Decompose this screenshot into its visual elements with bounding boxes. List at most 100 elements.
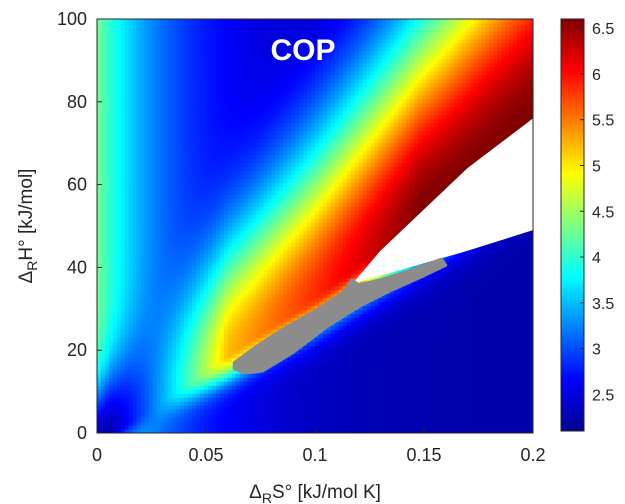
heat-cell [247, 345, 253, 350]
heat-cell [207, 229, 213, 235]
heat-cell [156, 46, 162, 52]
heat-cell [112, 257, 118, 263]
heat-cell [219, 349, 225, 354]
heat-cell [112, 146, 118, 151]
heat-cell [116, 249, 122, 255]
heat-cell [156, 381, 162, 386]
heat-cell [255, 206, 261, 211]
heat-cell [219, 429, 225, 433]
heat-cell [239, 393, 245, 398]
heat-cell [200, 273, 205, 279]
heat-cell [132, 357, 138, 362]
heat-cell [247, 297, 253, 303]
heat-cell [132, 281, 138, 287]
heat-cell [255, 54, 261, 60]
heat-cell [247, 377, 253, 382]
heat-cell [108, 333, 114, 339]
heat-cell [231, 385, 237, 390]
heat-cell [204, 130, 209, 136]
heat-cell [160, 50, 165, 56]
heat-cell [97, 110, 102, 116]
heat-cell [132, 142, 138, 147]
heat-cell [271, 222, 276, 227]
heat-cell [168, 357, 173, 362]
heat-cell [215, 417, 221, 422]
heat-cell [263, 162, 269, 167]
heat-cell [247, 249, 253, 255]
heat-cell [235, 249, 241, 255]
heat-cell [100, 245, 106, 251]
heat-cell [200, 245, 205, 251]
heat-cell [132, 269, 138, 275]
heat-cell [283, 54, 288, 60]
heat-cell [160, 162, 165, 167]
heat-cell [152, 369, 158, 374]
heat-cell [144, 174, 150, 179]
heat-cell [204, 66, 209, 72]
heat-cell [172, 218, 177, 223]
heat-cell [235, 341, 241, 347]
heat-cell [144, 94, 150, 100]
heat-cell [215, 170, 221, 175]
heat-cell [97, 86, 102, 92]
heat-cell [227, 409, 233, 414]
heat-cell [124, 369, 130, 374]
heat-cell [243, 190, 249, 195]
heat-cell [172, 98, 177, 104]
heat-cell [112, 26, 118, 32]
heat-cell [207, 397, 213, 402]
heat-cell [243, 150, 249, 155]
heat-cell [279, 122, 284, 128]
heat-cell [184, 194, 189, 199]
heat-cell [223, 229, 229, 235]
heat-cell [120, 186, 126, 191]
heat-cell [100, 54, 106, 60]
heat-cell [251, 86, 257, 92]
heat-cell [136, 26, 142, 32]
heat-cell [172, 297, 177, 303]
heat-cell [223, 78, 229, 84]
heat-cell [140, 357, 146, 362]
heat-cell [164, 98, 169, 104]
heat-cell [97, 277, 102, 283]
heat-cell [172, 190, 177, 195]
heat-cell [176, 249, 181, 255]
heat-cell [231, 58, 237, 64]
heat-cell [271, 126, 276, 132]
heat-cell [279, 237, 284, 243]
heat-cell [255, 222, 261, 227]
heat-cell [100, 154, 106, 159]
heat-cell [128, 357, 134, 362]
heat-cell [152, 174, 158, 179]
heat-cell [235, 58, 241, 64]
heat-cell [124, 138, 130, 143]
heat-cell [164, 245, 169, 251]
heat-cell [112, 62, 118, 68]
heat-cell [108, 174, 114, 179]
heat-cell [196, 249, 201, 255]
heat-cell [164, 357, 169, 362]
heat-cell [223, 138, 229, 143]
heat-cell [223, 417, 229, 422]
heat-cell [279, 401, 284, 406]
heat-cell [100, 357, 106, 362]
heat-cell [219, 90, 225, 96]
heat-cell [164, 58, 169, 64]
heat-cell [251, 245, 257, 251]
heat-cell [180, 281, 185, 287]
heat-cell [211, 325, 217, 331]
heat-cell [97, 269, 102, 275]
heat-cell [188, 138, 193, 143]
heat-cell [108, 58, 114, 64]
heat-cell [97, 381, 102, 386]
heat-cell [168, 102, 173, 108]
heat-cell [227, 126, 233, 132]
heat-cell [188, 257, 193, 263]
heat-cell [144, 413, 150, 418]
heat-cell [128, 130, 134, 136]
heat-cell [128, 393, 134, 398]
heat-cell [176, 393, 181, 398]
heat-cell [215, 146, 221, 151]
heat-cell [104, 19, 110, 24]
